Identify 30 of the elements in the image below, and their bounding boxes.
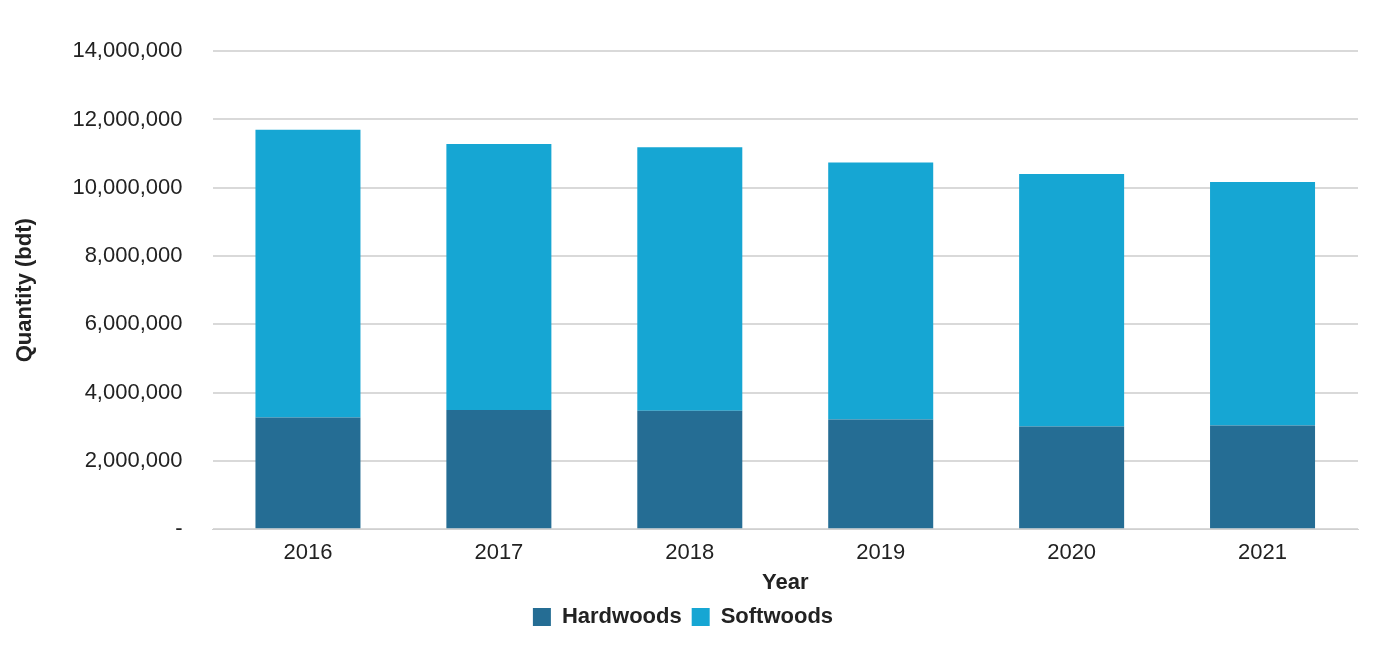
x-tick-label: 2019 — [856, 539, 906, 565]
bar — [637, 410, 743, 529]
y-tick-label: 4,000,000 — [84, 378, 183, 404]
y-tick-label: - — [175, 515, 183, 541]
bar — [1019, 426, 1125, 529]
bar — [1019, 174, 1125, 427]
bar — [637, 147, 743, 411]
y-tick-label: 8,000,000 — [84, 242, 183, 268]
x-tick-label: 2016 — [283, 539, 333, 565]
x-tick-label: 2020 — [1047, 539, 1097, 565]
bar — [255, 129, 361, 418]
bar — [255, 417, 361, 529]
legend-label: Softwoods — [720, 603, 834, 629]
bar — [446, 410, 552, 529]
y-tick-label: 10,000,000 — [72, 173, 183, 199]
x-tick-label: 2017 — [474, 539, 524, 565]
y-tick-label: 14,000,000 — [72, 37, 183, 63]
bar — [828, 419, 934, 529]
y-tick-label: 2,000,000 — [84, 446, 183, 472]
bar — [1210, 181, 1316, 426]
bar — [446, 144, 552, 411]
x-tick-label: 2018 — [665, 539, 715, 565]
bar — [828, 162, 934, 420]
x-axis-title: Year — [762, 568, 809, 594]
y-tick-label: 12,000,000 — [72, 105, 183, 131]
y-tick-label: 6,000,000 — [84, 310, 183, 336]
x-tick-label: 2021 — [1238, 539, 1288, 565]
y-axis-title: Quantity (bdt) — [11, 218, 37, 363]
bar — [1210, 425, 1316, 529]
legend-label: Hardwoods — [561, 603, 682, 629]
